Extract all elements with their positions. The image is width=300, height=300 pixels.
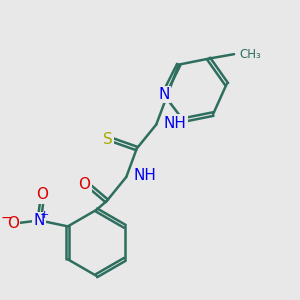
Text: NH: NH bbox=[134, 168, 157, 183]
Text: N: N bbox=[158, 87, 169, 102]
Text: O: O bbox=[36, 188, 48, 202]
Text: CH₃: CH₃ bbox=[239, 48, 261, 61]
Text: O: O bbox=[7, 216, 19, 231]
Text: O: O bbox=[78, 177, 90, 192]
Text: N: N bbox=[34, 213, 45, 228]
Text: +: + bbox=[40, 210, 50, 220]
Text: −: − bbox=[1, 211, 12, 225]
Text: NH: NH bbox=[164, 116, 187, 130]
Text: S: S bbox=[103, 132, 113, 147]
